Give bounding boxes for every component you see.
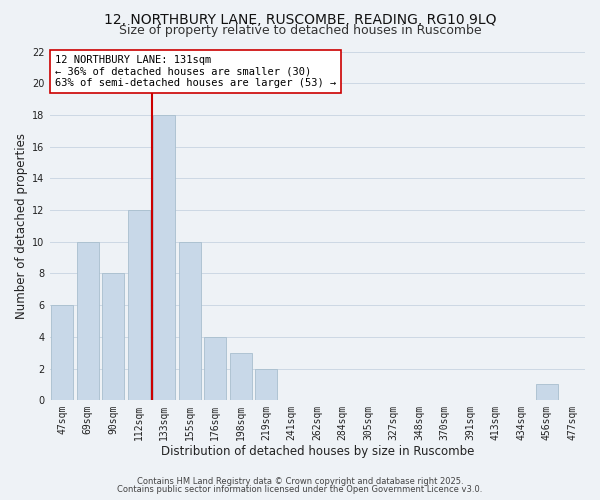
Text: 12 NORTHBURY LANE: 131sqm
← 36% of detached houses are smaller (30)
63% of semi-: 12 NORTHBURY LANE: 131sqm ← 36% of detac… (55, 55, 336, 88)
Bar (536, 384, 557, 400)
Bar (205, 337, 226, 400)
Bar (230, 352, 251, 400)
X-axis label: Distribution of detached houses by size in Ruscombe: Distribution of detached houses by size … (161, 444, 474, 458)
Text: Contains public sector information licensed under the Open Government Licence v3: Contains public sector information licen… (118, 485, 482, 494)
Text: Size of property relative to detached houses in Ruscombe: Size of property relative to detached ho… (119, 24, 481, 37)
Bar (179, 242, 200, 400)
Y-axis label: Number of detached properties: Number of detached properties (15, 133, 28, 319)
Bar (128, 210, 149, 400)
Bar (256, 368, 277, 400)
Bar (154, 115, 175, 400)
Bar (77, 242, 98, 400)
Bar (52, 305, 73, 400)
Text: Contains HM Land Registry data © Crown copyright and database right 2025.: Contains HM Land Registry data © Crown c… (137, 477, 463, 486)
Bar (103, 274, 124, 400)
Text: 12, NORTHBURY LANE, RUSCOMBE, READING, RG10 9LQ: 12, NORTHBURY LANE, RUSCOMBE, READING, R… (104, 12, 496, 26)
